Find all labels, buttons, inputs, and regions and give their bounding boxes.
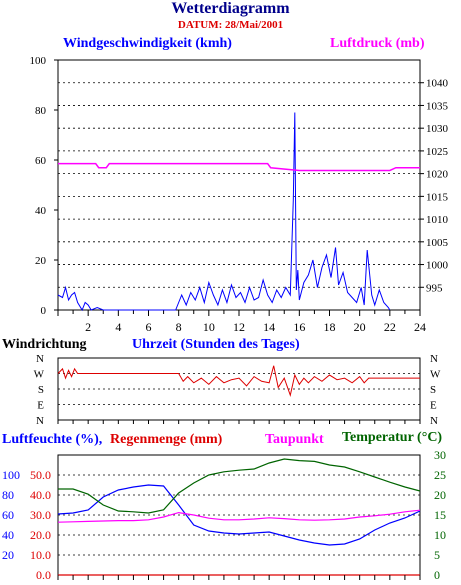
right-tick-label: 1015 [426, 191, 449, 203]
right-tick-label: 995 [426, 282, 443, 294]
humidity-tick-label: 40 [2, 528, 14, 542]
wind-speed-line [57, 112, 391, 312]
temperature-tick-label: 15 [434, 508, 446, 522]
direction-tick-right: E [430, 400, 437, 412]
direction-tick-left: E [37, 400, 44, 412]
temperature-tick-label: 30 [434, 448, 446, 462]
left-tick-label: 0 [41, 305, 47, 317]
right-tick-label: 1040 [426, 78, 449, 90]
time-axis-label: Uhrzeit (Stunden des Tages) [132, 337, 300, 352]
x-tick-label: 4 [115, 320, 121, 334]
x-tick-label: 10 [203, 320, 215, 334]
right-tick-label: 1025 [426, 146, 449, 158]
direction-tick-right: W [430, 369, 441, 381]
right-tick-label: 1030 [426, 123, 449, 135]
rain-tick-label: 40.0 [30, 488, 51, 502]
x-tick-label: 12 [233, 320, 245, 334]
direction-tick-left: W [34, 369, 45, 381]
chart-subtitle: DATUM: 28/Mai/2001 [177, 19, 284, 31]
right-tick-label: 1035 [426, 100, 449, 112]
temperature-tick-label: 0 [434, 568, 440, 582]
wind-speed-label: Windgeschwindigkeit (kmh) [63, 36, 232, 51]
left-tick-label: 60 [35, 155, 47, 167]
x-tick-label: 20 [354, 320, 366, 334]
rain-tick-label: 20.0 [30, 528, 51, 542]
left-tick-label: 20 [35, 255, 47, 267]
humidity-label: Luftfeuchte (%), [2, 432, 103, 447]
chart-title: Wetterdiagramm [171, 0, 290, 17]
humidity-tick-label: 100 [2, 468, 20, 482]
pressure-line [58, 162, 420, 172]
right-tick-label: 1010 [426, 214, 449, 226]
humidity-tick-label: 60 [2, 508, 14, 522]
temperature-line [58, 458, 421, 514]
left-tick-label: 100 [30, 55, 47, 67]
humidity-tick-label: 20 [2, 548, 14, 562]
rain-tick-label: 10.0 [30, 548, 51, 562]
x-tick-label: 6 [146, 320, 152, 334]
direction-tick-left: N [36, 415, 44, 427]
left-tick-label: 80 [35, 105, 47, 117]
right-tick-label: 1005 [426, 237, 449, 249]
x-tick-label: 18 [324, 320, 336, 334]
direction-tick-right: S [430, 384, 436, 396]
temperature-tick-label: 10 [434, 528, 446, 542]
temperature-tick-label: 20 [434, 488, 446, 502]
rain-tick-label: 50.0 [30, 468, 51, 482]
direction-tick-right: N [430, 415, 438, 427]
x-tick-label: 14 [263, 320, 275, 334]
temperature-tick-label: 5 [434, 548, 440, 562]
rain-tick-label: 0.0 [36, 568, 51, 582]
direction-tick-right: N [430, 353, 438, 365]
right-tick-label: 1000 [426, 260, 449, 272]
wind-direction-line [57, 365, 420, 398]
x-tick-label: 2 [85, 320, 91, 334]
humidity-tick-label: 80 [2, 488, 14, 502]
direction-tick-left: S [38, 384, 44, 396]
rain-tick-label: 30.0 [30, 508, 51, 522]
x-tick-label: 22 [384, 320, 396, 334]
wind-direction-label: Windrichtung [2, 337, 87, 352]
pressure-label: Luftdruck (mb) [330, 36, 425, 51]
direction-tick-left: N [36, 353, 44, 365]
x-tick-label: 16 [293, 320, 305, 334]
temperature-label: Temperatur (°C) [342, 430, 443, 445]
rain-label: Regenmenge (mm) [110, 432, 223, 447]
humidity-line [57, 484, 421, 546]
left-tick-label: 40 [35, 205, 47, 217]
dewpoint-line [57, 509, 421, 523]
x-tick-label: 24 [414, 320, 426, 334]
dewpoint-label: Taupunkt [265, 432, 324, 447]
x-tick-label: 8 [176, 320, 182, 334]
temperature-tick-label: 25 [434, 468, 446, 482]
right-tick-label: 1020 [426, 169, 449, 181]
